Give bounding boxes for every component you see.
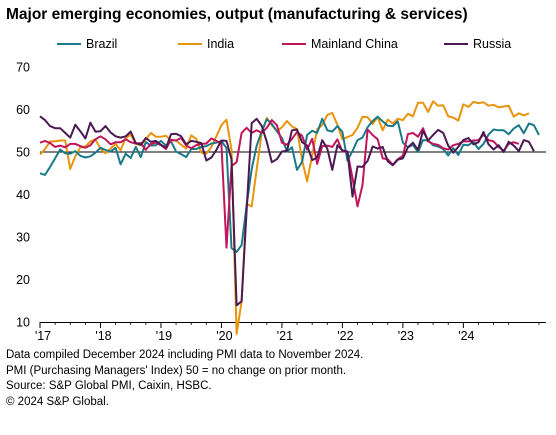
- note-data-compiled: Data compiled December 2024 including PM…: [6, 349, 364, 361]
- x-tick-label: '17: [35, 329, 51, 343]
- legend-item-brazil: Brazil: [57, 37, 117, 51]
- y-tick-label: 60: [16, 103, 30, 117]
- legend-label-india: India: [207, 37, 235, 51]
- series-line-india: [39, 100, 530, 335]
- series-line-brazil: [39, 115, 540, 253]
- legend-swatch-mainland-china: [282, 43, 306, 45]
- note-pmi-definition: PMI (Purchasing Managers' Index) 50 = no…: [6, 364, 347, 377]
- x-tick-label: '20: [216, 329, 232, 343]
- x-tick-label: '19: [156, 329, 172, 343]
- legend-swatch-russia: [444, 43, 468, 45]
- legend-label-russia: Russia: [473, 37, 512, 51]
- x-tick-label: '21: [277, 329, 293, 343]
- chart-title: Major emerging economies, output (manufa…: [6, 6, 468, 23]
- legend-item-russia: Russia: [444, 37, 511, 51]
- legend-item-mainland-china: Mainland China: [282, 37, 398, 51]
- legend-label-mainland-china: Mainland China: [311, 37, 398, 51]
- y-tick-label: 30: [16, 231, 30, 245]
- legend-item-india: India: [178, 37, 234, 51]
- y-tick-label: 70: [16, 61, 30, 75]
- y-tick-label: 10: [16, 316, 30, 330]
- note-source: Source: S&P Global PMI, Caixin, HSBC.: [6, 380, 212, 392]
- legend-swatch-india: [178, 43, 202, 45]
- y-tick-label: 20: [16, 273, 30, 287]
- legend-label-brazil: Brazil: [86, 37, 118, 51]
- x-tick-label: '23: [398, 329, 414, 343]
- x-tick-label: '18: [95, 329, 111, 343]
- series-line-mainland-china: [39, 119, 520, 249]
- note-copyright: © 2024 S&P Global.: [6, 395, 109, 408]
- x-tick-label: '24: [458, 329, 474, 343]
- legend-swatch-brazil: [57, 43, 81, 45]
- x-tick-label: '22: [337, 329, 353, 343]
- chart-legend: Brazil India Mainland China Russia: [0, 37, 556, 53]
- series-line-russia: [39, 115, 535, 307]
- y-tick-label: 50: [16, 146, 30, 160]
- chart-notes: Data compiled December 2024 including PM…: [6, 348, 363, 410]
- y-tick-label: 40: [16, 188, 30, 202]
